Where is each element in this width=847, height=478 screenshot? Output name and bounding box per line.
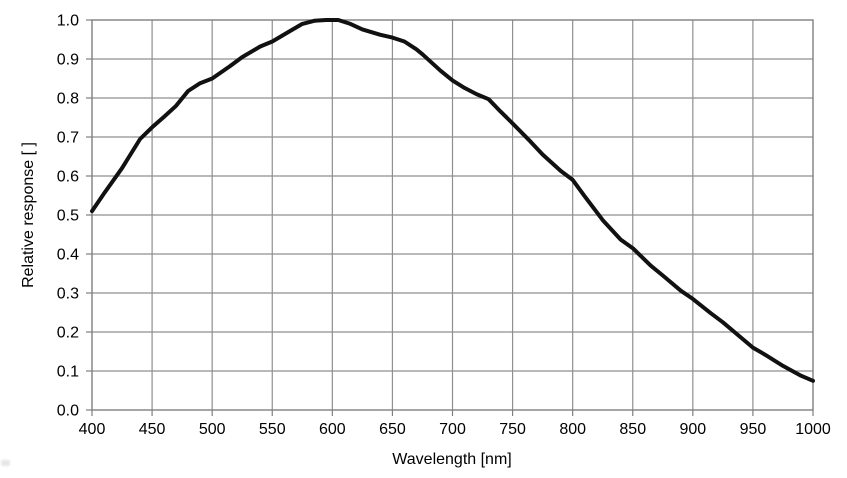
y-tick-label: 0.7 [57, 130, 79, 147]
x-tick-label: 850 [619, 421, 646, 438]
y-tick-label: 0.2 [57, 325, 79, 342]
y-tick-label: 0.9 [57, 52, 79, 69]
y-tick-label: 0.8 [57, 91, 79, 108]
axis-ticks [86, 19, 814, 416]
scan-artifact [1, 460, 10, 466]
gridlines [92, 20, 813, 410]
x-tick-label: 800 [559, 421, 586, 438]
y-tick-labels: 0.0 0.1 0.2 0.3 0.4 0.5 0.6 0.7 0.8 0.9 1.0 [57, 13, 79, 420]
x-tick-label: 400 [79, 421, 106, 438]
y-tick-label: 0.0 [57, 403, 79, 420]
y-tick-label: 1.0 [57, 13, 79, 30]
y-tick-label: 0.4 [57, 247, 79, 264]
x-tick-label: 750 [499, 421, 526, 438]
x-tick-label: 700 [439, 421, 466, 438]
response-curve [90, 18, 815, 383]
y-axis-title: Relative response [ ] [20, 142, 37, 288]
x-tick-label: 950 [740, 421, 767, 438]
x-tick-label: 1000 [795, 421, 831, 438]
x-tick-label: 650 [379, 421, 406, 438]
x-axis-title: Wavelength [nm] [392, 451, 511, 468]
x-tick-label: 900 [679, 421, 706, 438]
y-tick-label: 0.6 [57, 169, 79, 186]
x-tick-label: 450 [139, 421, 166, 438]
y-tick-label: 0.1 [57, 364, 79, 381]
x-tick-label: 600 [319, 421, 346, 438]
x-tick-label: 500 [199, 421, 226, 438]
y-tick-label: 0.3 [57, 286, 79, 303]
plot-border [91, 19, 814, 411]
y-tick-label: 0.5 [57, 208, 79, 225]
x-tick-label: 550 [259, 421, 286, 438]
x-tick-labels: 400 450 500 550 600 650 700 750 800 850 900 950 1000 [79, 421, 831, 438]
